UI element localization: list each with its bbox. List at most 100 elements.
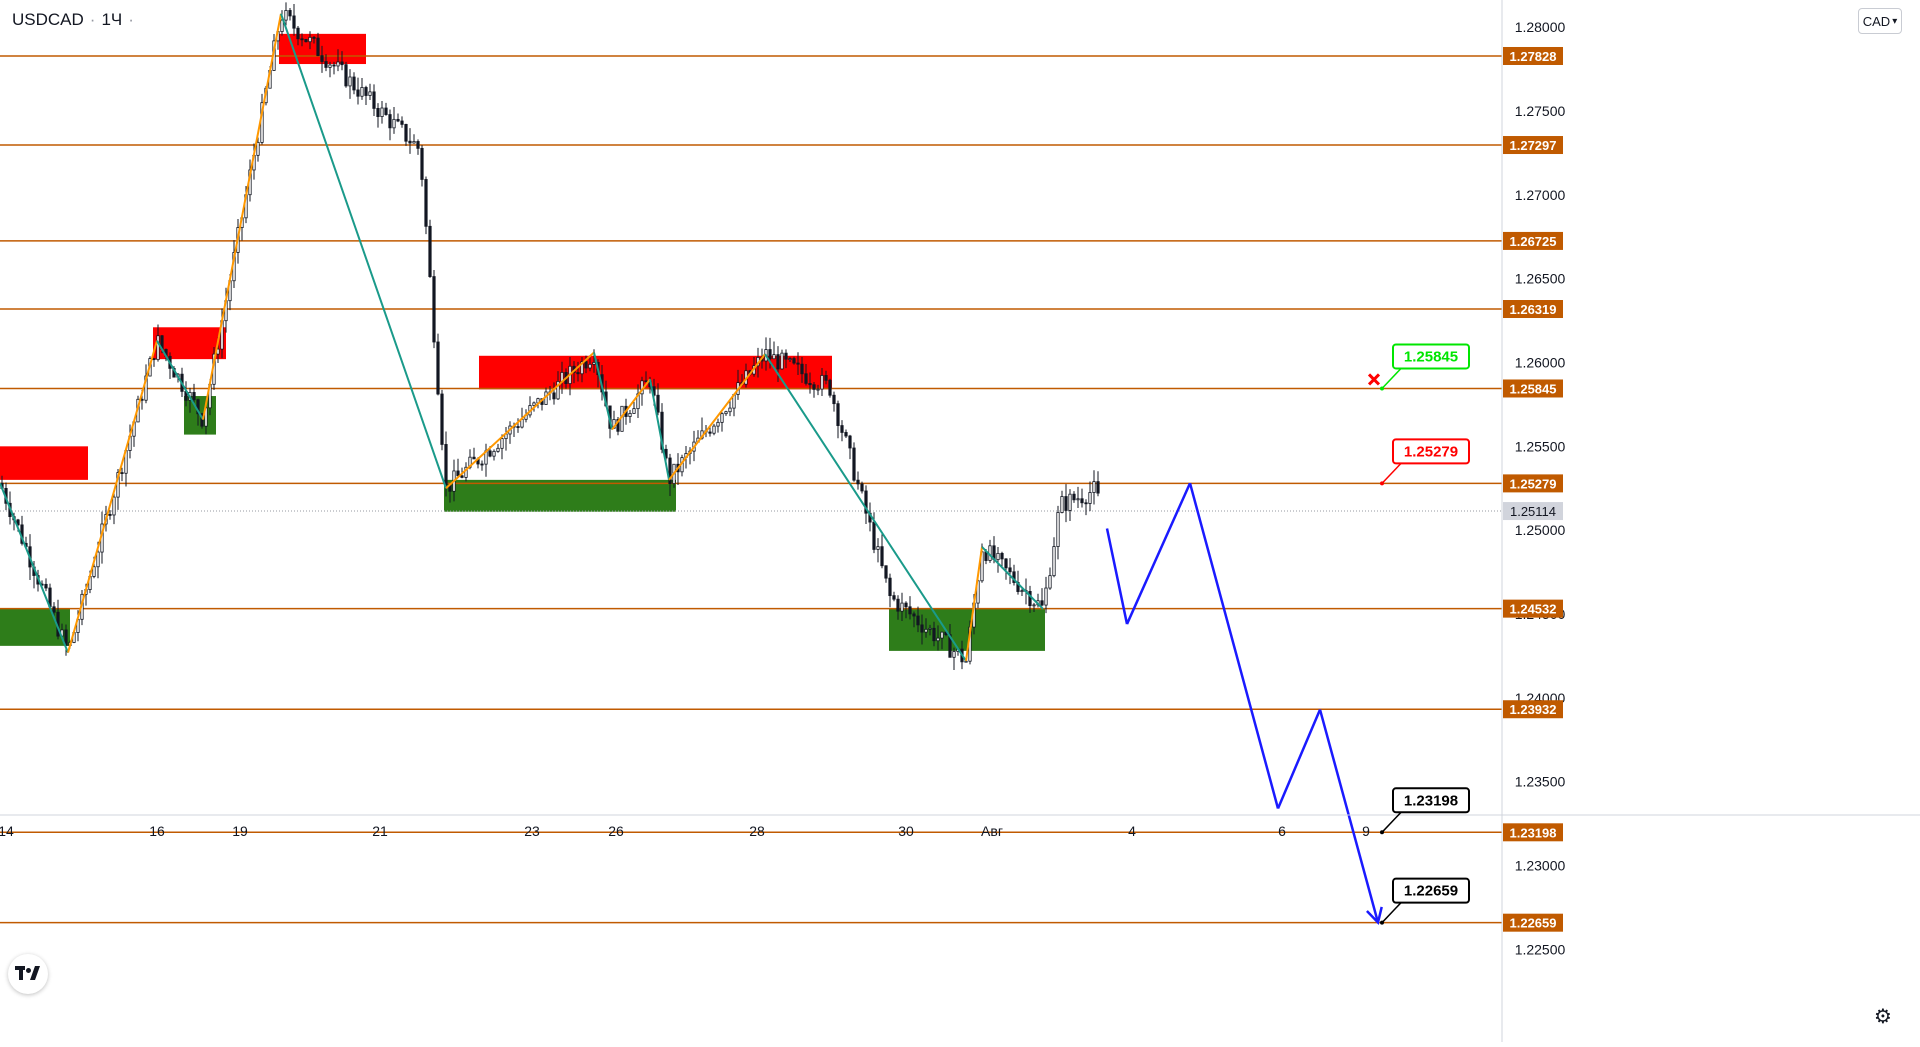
level-label-bg — [1503, 136, 1563, 155]
candle — [864, 485, 868, 524]
candle — [328, 61, 332, 78]
candle — [632, 402, 636, 414]
tradingview-logo-icon — [15, 966, 40, 980]
tradingview-logo[interactable] — [8, 954, 48, 994]
zigzag-up-leg — [668, 353, 766, 481]
candle-body — [884, 565, 888, 579]
candle — [1056, 505, 1060, 560]
candle-body — [296, 27, 300, 40]
candle — [1060, 490, 1064, 514]
candle — [840, 420, 844, 442]
supply-zone — [479, 355, 832, 390]
candle — [112, 491, 116, 525]
candle — [836, 400, 840, 439]
candle — [716, 418, 720, 433]
candle — [296, 25, 300, 46]
candle — [588, 357, 592, 372]
forecast-leg[interactable] — [1105, 528, 1129, 625]
candle-body — [344, 64, 348, 87]
target-box — [1392, 438, 1470, 465]
target-callout[interactable]: 1.25845 — [1367, 343, 1470, 391]
candle — [996, 546, 1000, 573]
candle — [1076, 486, 1080, 508]
forecast-leg[interactable] — [1318, 709, 1380, 923]
candle — [192, 383, 196, 404]
zigzag-down-leg — [764, 353, 967, 662]
candle — [1048, 567, 1052, 590]
candle — [348, 69, 352, 99]
candle — [500, 434, 504, 460]
candle-body — [1052, 546, 1056, 577]
candle — [1032, 602, 1036, 613]
gear-icon[interactable]: ⚙ — [1874, 1006, 1892, 1028]
candle-body — [456, 470, 460, 477]
candle — [1012, 564, 1016, 586]
target-callout[interactable]: 1.25279 — [1380, 438, 1470, 486]
zigzag-down-leg — [981, 546, 1044, 610]
target-callout[interactable]: 1.23198 — [1380, 787, 1470, 835]
candle-body — [1004, 558, 1008, 569]
candle-body — [416, 141, 420, 149]
level-label: 1.27297 — [1510, 138, 1557, 153]
candle — [256, 137, 260, 162]
candle-body — [396, 118, 400, 122]
candle — [1040, 588, 1044, 607]
candle — [304, 38, 308, 43]
candle — [408, 128, 412, 154]
title-dot: · — [128, 10, 134, 29]
candle — [44, 578, 48, 592]
forecast-leg[interactable] — [1125, 482, 1192, 625]
candle-body — [300, 38, 304, 41]
candle-body — [368, 91, 372, 96]
candle-body — [120, 472, 124, 474]
candle-body — [916, 615, 920, 626]
candle-body — [52, 606, 56, 613]
candle-body — [412, 141, 416, 144]
candle-body — [408, 140, 412, 144]
candle-body — [900, 602, 904, 612]
candle — [376, 103, 380, 128]
zigzag-up-leg — [67, 340, 158, 653]
y-tick-label: 1.26500 — [1515, 271, 1566, 287]
candle-body — [872, 521, 876, 550]
candle-body — [352, 76, 356, 91]
candle-body — [460, 475, 464, 478]
candle — [680, 454, 684, 477]
candle-body — [552, 392, 556, 400]
zigzag-up-leg — [965, 546, 983, 662]
y-tick-label: 1.27000 — [1515, 187, 1566, 203]
candle — [848, 434, 852, 460]
forecast-leg[interactable] — [1188, 482, 1280, 809]
y-tick-label: 1.23000 — [1515, 858, 1566, 874]
y-tick-label: 1.26000 — [1515, 354, 1566, 370]
candle — [1000, 551, 1004, 569]
candle-body — [308, 36, 312, 43]
candle — [1020, 587, 1024, 597]
candle-body — [196, 399, 200, 415]
candle — [472, 447, 476, 460]
level-label: 1.22659 — [1510, 916, 1557, 931]
candle — [372, 84, 376, 117]
candle — [52, 602, 56, 617]
zigzag-down-leg — [280, 13, 447, 489]
candle-body — [96, 551, 100, 568]
candle — [108, 510, 112, 520]
candle-body — [1032, 604, 1036, 607]
candle — [824, 370, 828, 385]
currency-dropdown[interactable]: CAD ▾ — [1858, 8, 1902, 34]
candle — [360, 77, 364, 100]
target-callout[interactable]: 1.22659 — [1380, 877, 1470, 925]
symbol-title: USDCAD · 1Ч · — [12, 10, 140, 30]
candle-body — [1064, 496, 1068, 511]
forecast-leg[interactable] — [1276, 709, 1322, 809]
candle — [856, 471, 860, 490]
candle-body — [592, 362, 596, 365]
candle-body — [1084, 502, 1088, 505]
candle — [820, 368, 824, 397]
candle-body — [1088, 492, 1092, 504]
target-box — [1392, 787, 1470, 814]
candle-body — [1060, 496, 1064, 513]
candle — [384, 102, 388, 116]
